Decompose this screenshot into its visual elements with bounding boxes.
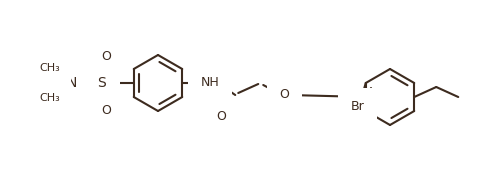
Text: O: O [216,109,226,122]
Text: O: O [280,88,289,101]
Text: S: S [97,76,106,90]
Text: NH: NH [201,76,220,89]
Text: O: O [101,49,111,62]
Text: CH₃: CH₃ [39,93,60,103]
Text: Br: Br [351,100,365,113]
Text: CH₃: CH₃ [39,63,60,73]
Text: O: O [101,104,111,117]
Text: N: N [67,76,77,90]
